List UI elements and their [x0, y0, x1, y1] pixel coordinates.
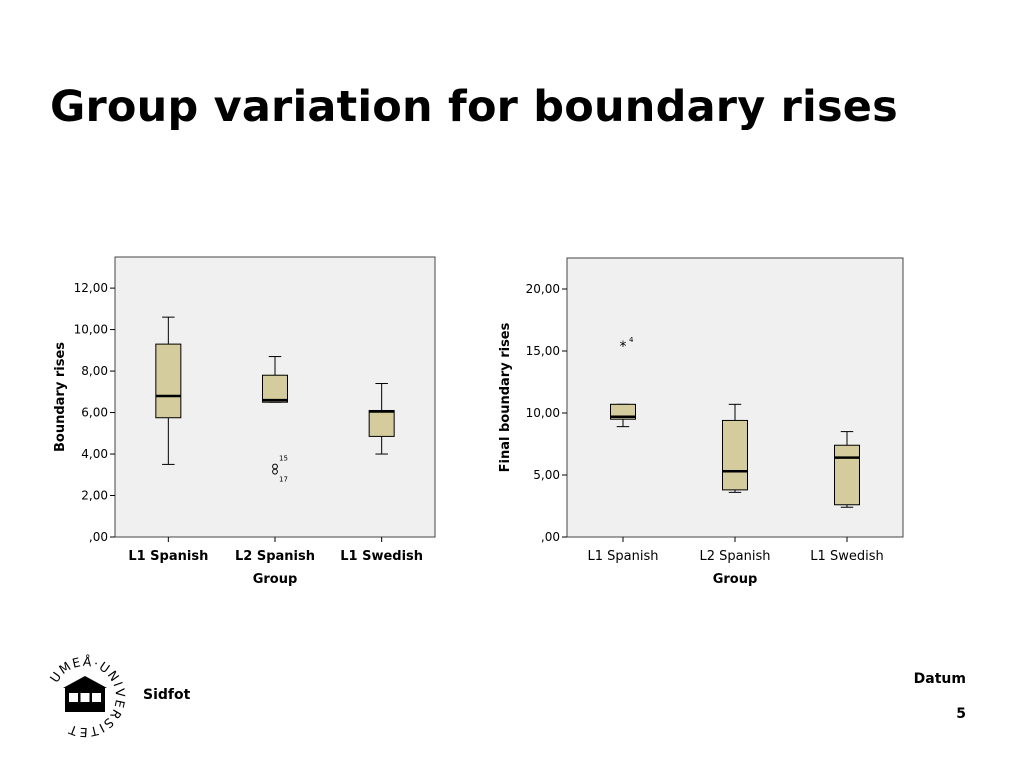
- outlier-label: 15: [279, 454, 288, 462]
- x-axis-title: Group: [713, 572, 758, 587]
- x-category-label: L1 Spanish: [128, 549, 208, 564]
- boxplot-boundary-rises: ,00 2,00 4,00 6,00 8,00 10,00 12,00 L1 Spanish L…: [40, 240, 450, 600]
- x-axis-title: Group: [253, 572, 298, 587]
- y-tick-label: 8,00: [81, 364, 108, 378]
- outlier-label: 4: [629, 336, 634, 344]
- x-category-label: L1 Swedish: [810, 549, 883, 564]
- university-logo: UMEÅ·UNIVERSITET: [40, 652, 130, 742]
- y-tick-label: 10,00: [526, 406, 560, 420]
- boxplot-boundary-rises-svg: ,00 2,00 4,00 6,00 8,00 10,00 12,00 L1 Spanish L…: [53, 256, 436, 587]
- y-tick-label: ,00: [89, 530, 108, 544]
- y-tick-label: 4,00: [81, 447, 108, 461]
- footer-text: Sidfot: [143, 687, 191, 703]
- y-tick-label: 5,00: [533, 468, 560, 482]
- box-l1-spanish: [155, 343, 182, 419]
- outlier-marker: *: [620, 339, 627, 355]
- outlier-marker: [272, 468, 278, 475]
- x-category-label: L2 Spanish: [700, 549, 771, 564]
- y-axis-title: Final boundary rises: [498, 322, 513, 472]
- y-tick-label: 20,00: [526, 282, 560, 296]
- boxplot-final-boundary-rises: ,00 5,00 10,00 15,00 20,00 L1 Spanish L2 Spani…: [485, 240, 915, 600]
- x-category-label: L2 Spanish: [235, 549, 315, 564]
- page-number: 5: [956, 706, 966, 722]
- y-tick-label: 6,00: [81, 406, 108, 420]
- y-tick-label: 15,00: [526, 344, 560, 358]
- box-l2-spanish: [722, 419, 748, 491]
- y-tick-label: ,00: [541, 530, 560, 544]
- box-l1-swedish: [834, 444, 860, 506]
- x-category-label: L1 Spanish: [588, 549, 659, 564]
- y-tick-label: 10,00: [74, 323, 108, 337]
- boxplot-final-boundary-rises-svg: ,00 5,00 10,00 15,00 20,00 L1 Spanish L2 Spani…: [498, 257, 904, 587]
- y-axis-title: Boundary rises: [53, 342, 68, 452]
- footer-date: Datum: [913, 671, 966, 687]
- x-category-label: L1 Swedish: [340, 549, 423, 564]
- y-tick-label: 12,00: [74, 281, 108, 295]
- box-l2-spanish: [262, 374, 288, 403]
- box-l1-swedish: [368, 409, 395, 437]
- y-tick-label: 2,00: [81, 489, 108, 503]
- outlier-label: 17: [279, 476, 288, 484]
- slide-title: Group variation for boundary rises: [50, 82, 898, 132]
